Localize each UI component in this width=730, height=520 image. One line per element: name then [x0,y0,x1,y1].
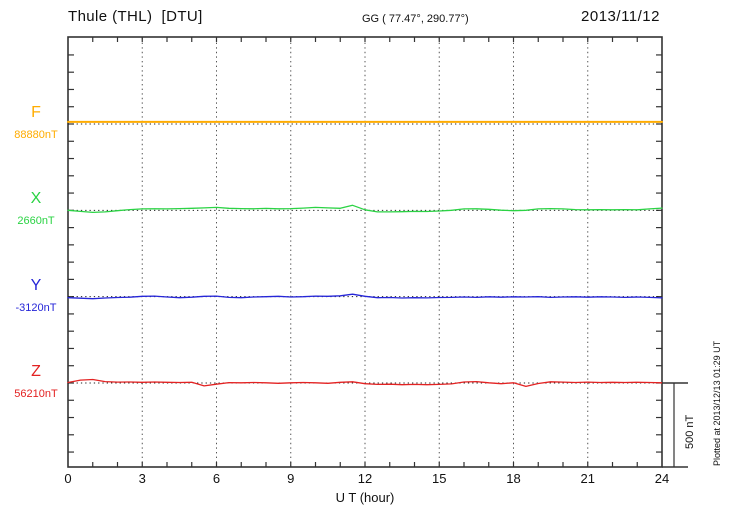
plot-date: 2013/11/12 [581,8,660,25]
x-axis-tick-label: 21 [580,471,595,486]
x-axis-title: U T (hour) [335,490,395,505]
x-axis-tick-label: 15 [432,471,447,486]
x-axis-tick-label: 24 [654,471,670,486]
plotted-timestamp: Plotted at 2013/12/13 01:29 UT [712,340,722,466]
trace-symbol-f: F [31,104,41,121]
x-axis-tick-label: 0 [64,471,72,486]
x-axis-tick-label: 9 [287,471,295,486]
station-title: Thule (THL) [DTU] [68,8,203,25]
x-axis-tick-label: 12 [357,471,373,486]
x-axis-tick-label: 6 [212,471,221,486]
trace-baseline-value-y: -3120nT [15,302,57,314]
trace-symbol-z: Z [31,363,41,380]
trace-baseline-value-z: 56210nT [14,388,58,400]
x-axis-tick-label: 3 [138,471,146,486]
scale-bar-label: 500 nT [684,414,696,449]
x-axis-tick-label: 18 [506,471,521,486]
trace-baseline-value-f: 88880nT [14,129,58,141]
trace-baseline-value-x: 2660nT [17,215,55,227]
trace-symbol-y: Y [30,277,42,294]
gg-coordinates: GG ( 77.47°, 290.77°) [362,13,469,25]
trace-symbol-x: X [30,190,42,207]
